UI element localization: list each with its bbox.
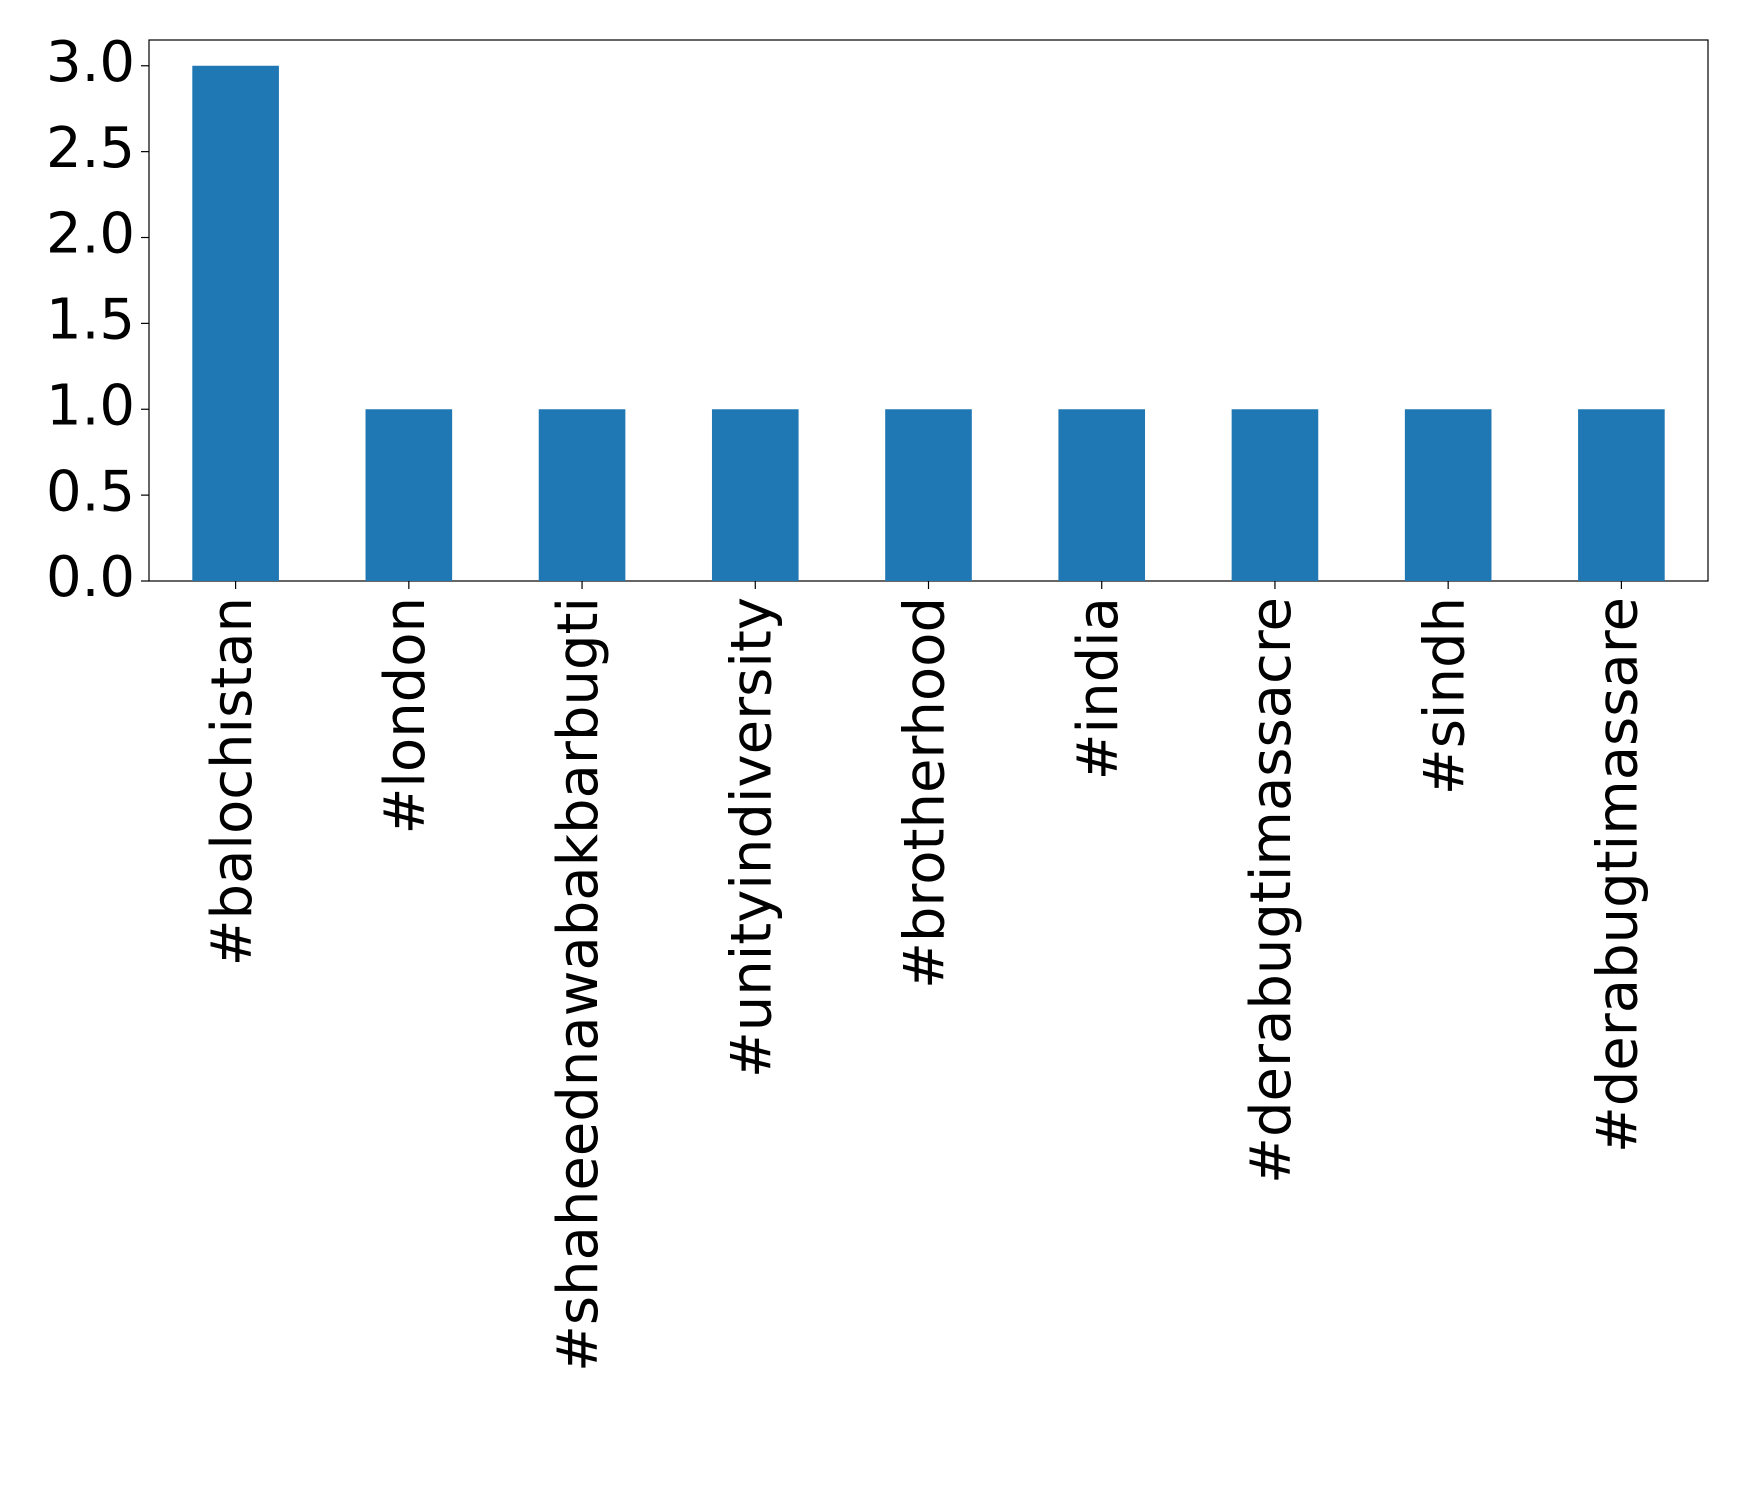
y-tick-label: 1.0: [46, 373, 135, 438]
y-tick-label: 1.5: [46, 288, 135, 353]
bar: [538, 409, 626, 581]
x-tick-label: #balochistan: [200, 597, 265, 966]
bar: [365, 409, 453, 581]
y-tick-label: 2.5: [46, 116, 135, 181]
y-tick-label: 2.0: [46, 202, 135, 267]
bar: [1404, 409, 1492, 581]
bar: [192, 65, 279, 581]
x-tick-label: #derabugtimassacre: [1239, 597, 1304, 1184]
y-tick-label: 3.0: [46, 30, 135, 95]
bar: [1058, 409, 1146, 581]
y-tick-label: 0.5: [46, 459, 135, 524]
x-tick-label: #london: [373, 597, 438, 835]
y-tick-label: 0.0: [46, 545, 135, 610]
x-tick-label: #sindh: [1412, 597, 1477, 795]
x-tick-label: #unityindiversity: [719, 597, 784, 1078]
bar: [885, 409, 972, 581]
x-tick-label: #shaheednawabakbarbugti: [546, 597, 611, 1372]
bar: [711, 409, 799, 581]
bar: [1231, 409, 1319, 581]
x-tick-label: #brotherhood: [893, 597, 958, 989]
bar: [1578, 409, 1665, 581]
x-tick-label: #derabugtimassare: [1586, 597, 1651, 1153]
x-tick-label: #india: [1066, 597, 1131, 780]
